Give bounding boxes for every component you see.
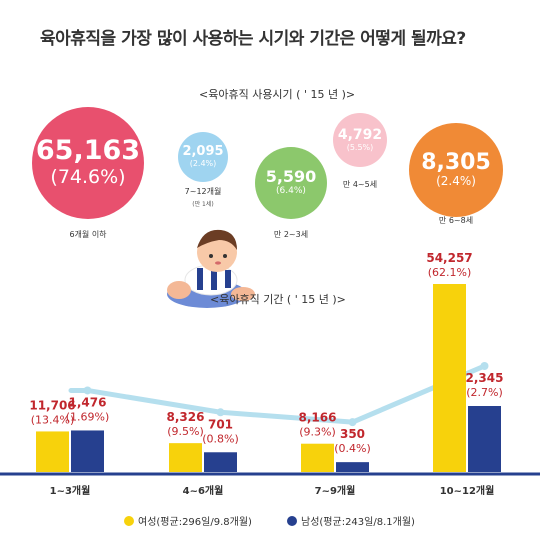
bubble-note: (만 1세) [192,201,214,208]
bar-female-10-12-months [433,284,466,472]
chart-title: <육아휴직 기간 ( ' 15 년 )> [210,293,346,306]
bubble-age-2-3: 5,590 (6.4%) [255,147,327,219]
legend-male-marker [287,515,297,526]
bubble-caption: 만 2~3세 [273,230,309,239]
trend-point [348,418,357,427]
bubble-value: 65,163 [35,135,141,167]
bubble-value: 4,792 [337,126,383,143]
bar-male-7-9-months [336,462,369,472]
bubble-caption: 6개월 이하 [69,230,107,239]
category-label: 4~6개월 [183,484,224,497]
female-value-label: 8,326 [167,410,205,424]
bar-female-7-9-months [301,443,334,472]
male-percent-label: (0.8%) [202,432,239,445]
female-percent-label: (13.4%) [31,413,75,426]
male-percent-label: (1.69%) [66,410,110,423]
bubble-label: 7~12개월 [184,187,222,196]
trend-point [480,362,489,370]
female-value-label: 54,257 [426,251,472,265]
female-value-label: 8,166 [299,411,337,425]
male-value-label: 1,476 [69,395,107,409]
bubble-age-4-5: 4,792 (5.5%) [333,113,387,167]
legend-male: 남성(평균:243일/8.1개월) [287,513,415,528]
male-percent-label: (0.4%) [334,442,371,455]
bubble-percent: (5.5%) [346,142,374,152]
legend-female-marker [124,515,134,526]
female-percent-label: (9.5%) [167,425,204,438]
bubble-7-12months: 2,095 (2.4%) [178,132,228,182]
legend-female: 여성(평균:296일/9.8개월) [124,513,252,528]
female-value-label: 11,706 [29,398,75,412]
male-percent-label: (2.7%) [466,386,503,399]
bar-male-10-12-months [468,406,501,472]
bar-male-4-6-months [204,452,237,472]
legend-male-label: 남성(평균:243일/8.1개월) [301,517,415,528]
bar-male-1-3-months [71,430,104,472]
bubble-percent: (2.4%) [189,159,217,169]
bubble-value: 5,590 [265,167,317,187]
bubble-caption: 만 4~5세 [342,180,378,189]
male-value-label: 350 [340,427,365,441]
usage-timing-subtitle: <육아휴직 사용시기 ( ' 15 년 )> [199,88,356,101]
bubble-percent: (2.4%) [436,174,476,189]
bubble-percent: (74.6%) [50,165,126,188]
bar-female-1-3-months [36,431,69,472]
male-value-label: 2,345 [466,371,504,385]
male-value-label: 701 [208,417,233,431]
baby-illustration [167,229,255,308]
bubble-caption: 7~12개월 (만 1세) [185,186,222,208]
bubble-value: 2,095 [182,144,224,160]
category-label: 7~9개월 [315,484,356,497]
category-label: 1~3개월 [50,484,91,497]
page-title: 육아휴직을 가장 많이 사용하는 시기와 기간은 어떻게 될까요? [40,29,466,49]
bubble-percent: (6.4%) [276,186,306,196]
female-percent-label: (62.1%) [428,266,472,279]
female-percent-label: (9.3%) [299,426,336,439]
legend-female-label: 여성(평균:296일/9.8개월) [138,517,252,528]
male-trend-line [68,363,487,425]
bubble-value: 8,305 [421,150,491,176]
bubble-age-6-8: 8,305 (2.4%) [409,123,503,217]
bubble-caption: 만 6~8세 [438,216,474,225]
trend-point [83,386,92,395]
category-label: 10~12개월 [440,484,495,497]
trend-point [216,408,225,417]
bar-female-4-6-months [169,443,202,472]
bubble-6months-or-less: 65,163 (74.6%) [32,107,144,219]
